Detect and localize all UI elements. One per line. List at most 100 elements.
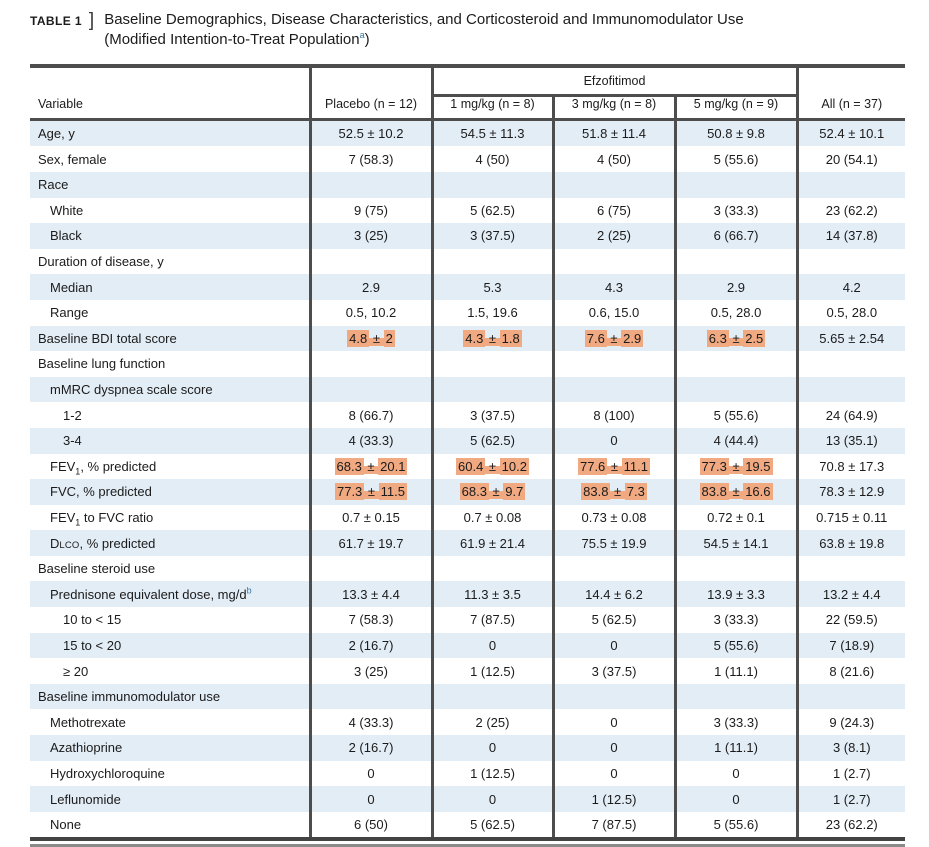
data-cell: 9 (75) [308,197,432,224]
table-row: White 9 (75) 5 (62.5) 6 (75) 3 (33.3) 23 (62.… [30,197,906,224]
data-cell: 1 (12.5) [430,760,553,787]
row-label: FEV1 to FVC ratio [50,509,154,528]
highlight-mark: 77.6 [577,457,608,475]
row-label: None [50,817,82,833]
data-cell: 5 (62.5) [430,427,553,454]
data-cell: 8 (66.7) [308,402,432,428]
data-cell: 0 [551,709,675,736]
row-label: Baseline steroid use [38,561,156,577]
data-cell [673,555,798,582]
data-cell [308,351,432,377]
data-cell: 50.8 ± 9.8 [673,117,798,147]
table-row: Leflunomide 0 0 1 (12.5) 0 1 (2.7) [30,786,906,812]
data-cell: 3 (33.3) [673,607,798,633]
data-cell: 3 (25) [308,223,432,249]
table-row: Methotrexate 4 (33.3) 2 (25) 0 3 (33.3) 9 (24… [30,709,906,736]
column-header-placebo: Placebo (n = 12) [308,65,432,120]
row-label: White [50,202,84,218]
highlight-mark: 2.5 [743,329,766,347]
highlight-mark: 7.3 [624,483,647,501]
table-row: Hydroxychloroquine 0 1 (12.5) 0 0 1 (2.7) [30,760,906,787]
data-cell: 14.4 ± 6.2 [551,581,675,608]
data-cell [551,351,675,377]
data-cell [673,351,798,377]
data-cell [795,683,906,710]
table-number: TABLE 1 [30,14,82,28]
column-group-header-efzofitimod: Efzofitimod [430,65,798,97]
highlight-mark: 2 [383,329,395,347]
data-cell: 77.6 ± 11.1 [551,453,675,480]
data-cell: 5.65 ± 2.54 [795,325,906,352]
data-cell: 68.3 ± 9.7 [430,479,553,505]
data-cell: 0 [673,760,798,787]
data-cell: 3 (33.3) [673,709,798,736]
data-cell: 0.5, 28.0 [673,299,798,326]
table-caption: TABLE 1 ] Baseline Demographics, Disease… [30,10,905,51]
data-cell: 0 [308,760,432,787]
data-cell: 7 (87.5) [551,811,675,840]
row-label: Age, y [30,117,310,147]
highlight-mark: 10.2 [499,457,529,475]
row-label: Leflunomide [50,791,121,807]
data-cell: 0 [430,632,553,659]
highlight-mark: 7.6 [584,329,607,347]
highlight-mark: 19.5 [743,457,773,475]
row-label: Methotrexate [50,714,126,730]
table-header: Variable Placebo (n = 12) Efzofitimod Al… [30,65,906,120]
row-label: Black [50,228,82,244]
data-cell [673,376,798,403]
data-cell: 13 (35.1) [795,427,906,454]
data-cell: 2 (16.7) [308,735,432,761]
data-cell: 60.4 ± 10.2 [430,453,553,480]
data-cell: 0.6, 15.0 [551,299,675,326]
highlight-mark: 6.3 [706,329,729,347]
data-cell: 0 [308,786,432,812]
data-cell [551,171,675,198]
data-cell: 3 (37.5) [551,658,675,684]
row-label: DLCO, % predicted [50,535,156,551]
data-cell: 68.3 ± 20.1 [308,453,432,480]
data-cell: 4 (33.3) [308,427,432,454]
table-row: Prednisone equivalent dose, mg/db 13.3 ± … [30,581,906,608]
data-cell: 5 (62.5) [430,197,553,224]
data-cell: 23 (62.2) [795,811,906,840]
column-header-all: All (n = 37) [795,65,906,120]
data-cell [795,555,906,582]
table-title-line2: (Modified Intention-to-Treat Populationa… [104,30,370,49]
table-row: Azathioprine 2 (16.7) 0 0 1 (11.1) 3 (8.1) [30,735,906,761]
data-cell: 7 (58.3) [308,146,432,172]
column-header-variable: Variable [38,96,83,111]
highlight-mark: 11.5 [378,483,407,501]
data-cell: 0 [551,632,675,659]
data-cell: 24 (64.9) [795,402,906,428]
footnote-marker: b [246,585,252,596]
data-cell: 52.4 ± 10.1 [795,117,906,147]
data-cell: 0 [551,735,675,761]
data-cell: 1 (2.7) [795,760,906,787]
data-cell: 52.5 ± 10.2 [308,117,432,147]
table-row: FEV1 to FVC ratio 0.7 ± 0.15 0.7 ± 0.08 0.7… [30,504,906,531]
caption-bracket: ] [88,10,95,31]
data-cell: 0 [551,427,675,454]
data-cell: 3 (37.5) [430,402,553,428]
table-row: Baseline steroid use [30,555,906,582]
data-cell [308,376,432,403]
data-cell: 23 (62.2) [795,197,906,224]
data-cell: 9 (24.3) [795,709,906,736]
table-row: 1-2 8 (66.7) 3 (37.5) 8 (100) 5 (55.6) 24 (64… [30,402,906,428]
highlight-mark: 2.9 [621,329,644,347]
highlight-mark: 9.7 [503,483,526,501]
table-row: None 6 (50) 5 (62.5) 7 (87.5) 5 (55.6) 23 (62… [30,811,906,840]
column-header-1mgkg: 1 mg/kg (n = 8) [430,95,553,120]
table-row: FVC, % predicted 77.3 ± 11.5 68.3 ± 9.7 83.… [30,479,906,505]
table-row: Baseline lung function [30,351,906,377]
data-cell [551,248,675,275]
data-cell [308,683,432,710]
data-cell: 2.9 [308,274,432,300]
table-row: Baseline BDI total score 4.8 ± 2 4.3 ± 1.8… [30,325,906,352]
data-cell: 83.8 ± 7.3 [551,479,675,505]
data-cell [308,555,432,582]
data-cell: 3 (37.5) [430,223,553,249]
data-cell: 7 (58.3) [308,607,432,633]
data-cell: 4.3 ± 1.8 [430,325,553,352]
